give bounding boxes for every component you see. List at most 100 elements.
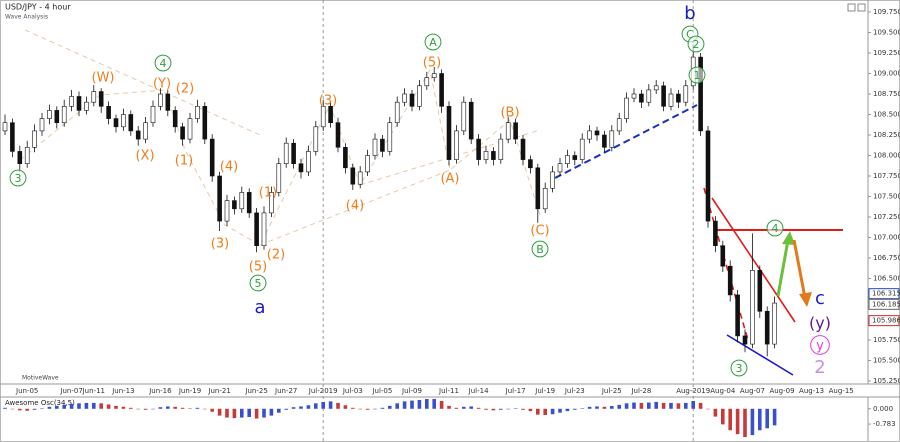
- osc-bar: [632, 402, 636, 409]
- wave-circle: [810, 335, 830, 355]
- wave-label: (4): [346, 199, 364, 214]
- x-tick-label: Aug-15: [829, 387, 854, 395]
- osc-bar: [365, 408, 370, 410]
- wave-guide: [19, 68, 541, 246]
- candle-body: [646, 89, 652, 103]
- wave-label: a: [254, 297, 265, 318]
- candle-body: [402, 93, 407, 103]
- wave-label: 3: [15, 172, 22, 185]
- osc-bar: [240, 408, 244, 418]
- wave-label: (1): [175, 154, 193, 169]
- candle-body: [298, 163, 304, 173]
- candle-body: [246, 192, 252, 214]
- candle-body: [394, 101, 400, 123]
- osc-bar: [151, 408, 155, 410]
- wave-circle: [424, 33, 442, 51]
- candle-body: [320, 106, 326, 128]
- candle-body: [54, 110, 60, 124]
- toolbar-icons[interactable]: [847, 3, 866, 12]
- icon[interactable]: [847, 3, 856, 12]
- wave-label: (5): [423, 56, 441, 71]
- chart-title: USD/JPY - 4 hour: [5, 3, 71, 12]
- osc-bar: [661, 402, 666, 409]
- wave-label: (Y): [153, 77, 171, 92]
- y-tick-label: 109.250: [873, 49, 900, 57]
- wave-label: B: [536, 243, 544, 256]
- wave-label: (3): [211, 237, 229, 252]
- osc-bar: [277, 408, 281, 413]
- osc-bar: [314, 403, 318, 409]
- osc-bar: [624, 403, 629, 409]
- osc-bar: [647, 402, 651, 409]
- osc-bar: [617, 404, 621, 409]
- wave-circle: [531, 240, 549, 258]
- candle-body: [98, 91, 104, 107]
- candle-body: [631, 93, 637, 99]
- osc-bar: [484, 408, 488, 410]
- wave-label: (1): [259, 186, 277, 201]
- wave-circle: [249, 274, 267, 292]
- osc-bar: [10, 408, 15, 410]
- candle-body: [513, 122, 518, 140]
- candle-body: [17, 151, 23, 164]
- icon[interactable]: [857, 3, 866, 12]
- x-tick-label: Jul-17: [505, 387, 526, 395]
- candle-body: [772, 302, 777, 345]
- x-tick-label: Jun-25: [244, 387, 267, 395]
- candle-body: [365, 155, 370, 173]
- osc-bar: [32, 408, 37, 410]
- x-tick-label: Jun-27: [274, 387, 297, 395]
- candle-body: [61, 106, 67, 124]
- candle-body: [69, 96, 74, 107]
- y-tick-label: 109.750: [873, 8, 900, 16]
- osc-bar: [462, 406, 466, 409]
- y-tick-label: 108.250: [873, 131, 900, 139]
- candle-body: [602, 134, 607, 148]
- y-tick-label: 108.750: [873, 90, 900, 98]
- osc-bar: [706, 408, 710, 410]
- candle-body: [269, 192, 274, 214]
- candle-body: [328, 106, 333, 124]
- osc-bar: [499, 408, 503, 410]
- osc-bar: [143, 408, 148, 410]
- osc-bar: [47, 406, 52, 409]
- x-tick-label: Aug-04: [710, 387, 736, 395]
- y-tick-label: 108.000: [873, 152, 900, 160]
- osc-bar: [321, 401, 325, 409]
- candle-body: [2, 122, 8, 132]
- candle-body: [483, 151, 489, 160]
- wave-label: (3): [319, 94, 337, 109]
- candle-body: [542, 188, 548, 210]
- osc-bar: [328, 401, 333, 409]
- x-tick-label: Jun-16: [148, 387, 172, 395]
- candle-body: [232, 200, 237, 210]
- osc-bar: [217, 408, 222, 416]
- candle-body: [195, 106, 200, 119]
- wave-label: 2: [814, 357, 825, 378]
- candle-body: [291, 142, 296, 164]
- osc-bar: [691, 400, 695, 409]
- osc-bar: [513, 408, 518, 409]
- candle-body: [446, 106, 452, 160]
- wave-label: (y): [809, 314, 831, 333]
- wave-circle: [688, 66, 706, 84]
- candle-body: [609, 130, 615, 148]
- x-tick-label: Jun-07: [59, 387, 82, 395]
- osc-bar: [351, 407, 355, 409]
- candle-body: [705, 130, 711, 222]
- candle-body: [387, 122, 393, 152]
- osc-bar: [454, 407, 459, 409]
- x-tick-label: Jun-21: [207, 387, 230, 395]
- osc-bar: [69, 403, 74, 409]
- candle-body: [239, 192, 245, 210]
- osc-bar: [77, 403, 81, 409]
- osc-bar: [654, 401, 658, 409]
- osc-bar: [284, 408, 288, 410]
- candle-body: [624, 97, 629, 119]
- osc-bar: [721, 408, 725, 425]
- candle-body: [676, 93, 681, 103]
- trend-line: [726, 334, 794, 376]
- x-tick-label: Jun-13: [111, 387, 134, 395]
- candle-body: [454, 130, 459, 160]
- candle-body: [431, 73, 437, 78]
